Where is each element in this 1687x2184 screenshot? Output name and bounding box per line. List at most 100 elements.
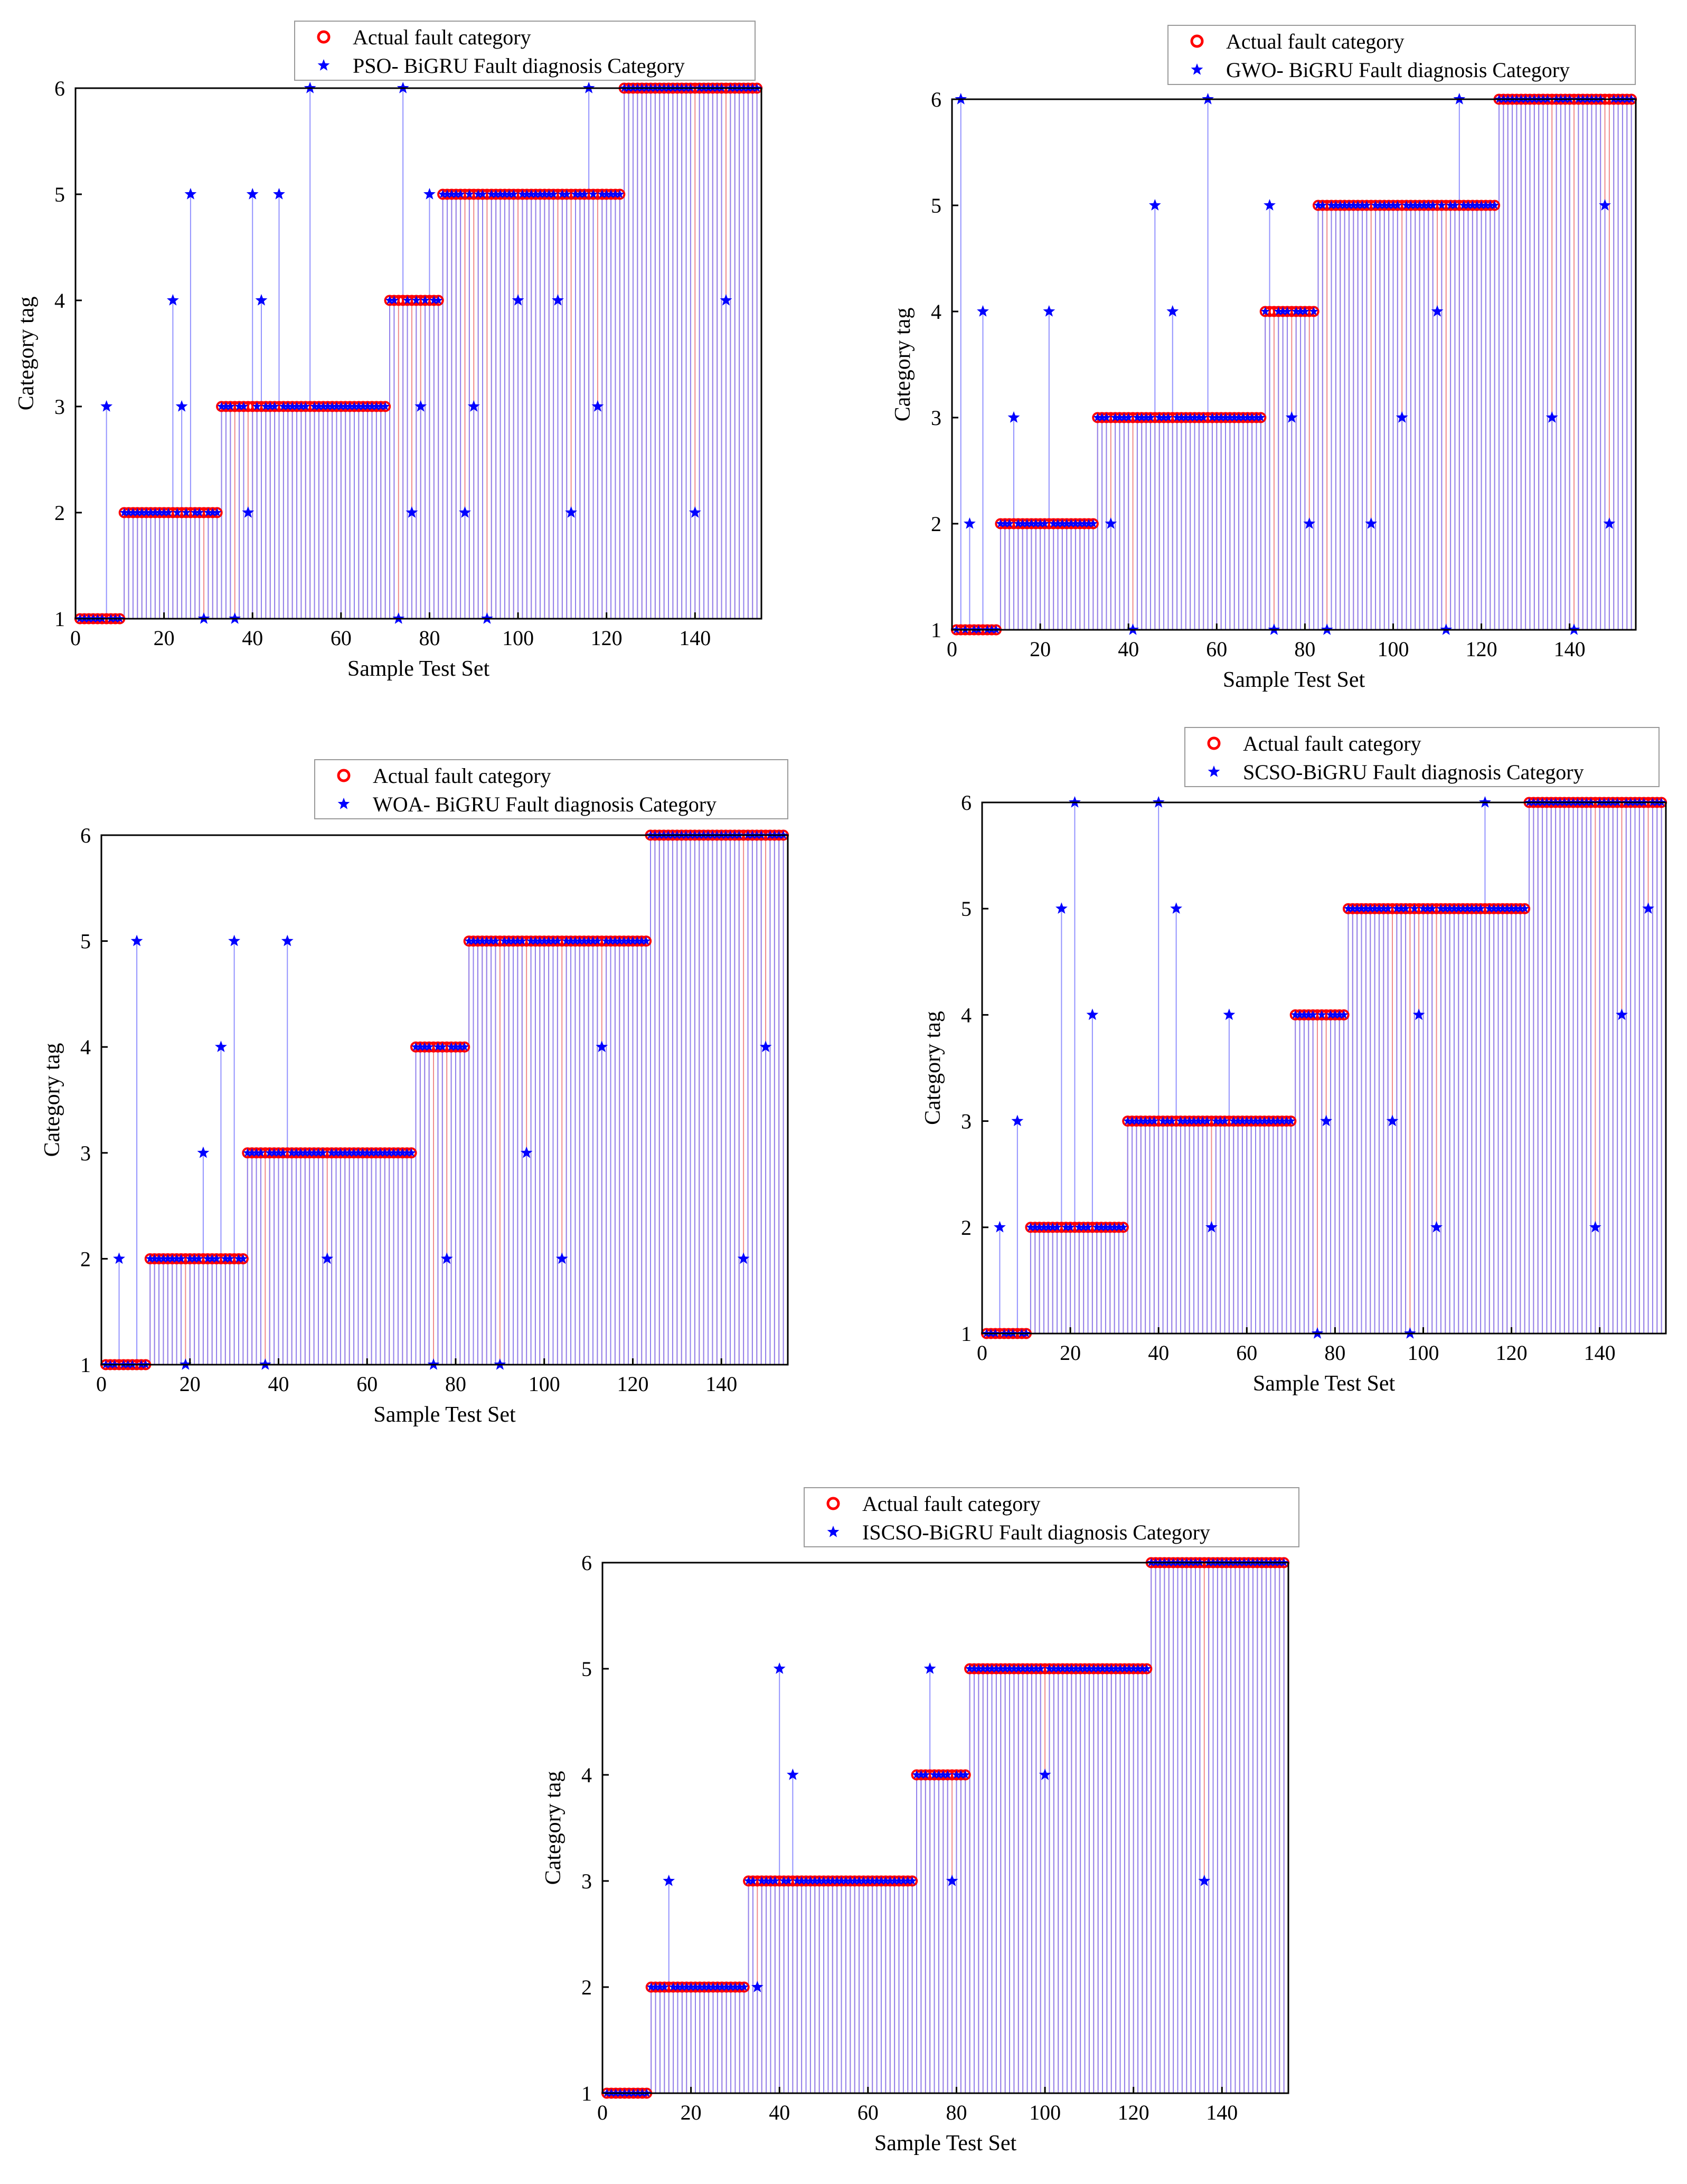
predicted-point — [668, 1982, 678, 1991]
predicted-point-misclassified — [1365, 517, 1378, 529]
predicted-point — [1234, 413, 1243, 422]
predicted-point — [1406, 201, 1416, 210]
predicted-point — [1079, 1222, 1088, 1232]
x-tick-label: 60 — [356, 1372, 378, 1396]
chart-panel-iscso: 0 20 40 60 80 100 120 140 1 2 3 4 5 6 Sample Test Set C… — [541, 1487, 1299, 2155]
x-tick-label: 100 — [502, 626, 534, 650]
predicted-point — [1445, 904, 1455, 913]
predicted-point — [1031, 1664, 1041, 1673]
predicted-point — [610, 190, 620, 198]
plot-frame — [74, 87, 762, 620]
predicted-point — [1299, 1010, 1309, 1019]
predicted-point — [301, 402, 310, 411]
predicted-point-misclassified — [787, 1769, 799, 1780]
predicted-point — [1424, 201, 1433, 210]
predicted-point — [1052, 1222, 1062, 1232]
predicted-point — [1142, 1664, 1152, 1673]
predicted-point — [1419, 201, 1429, 210]
predicted-point-misclassified — [1170, 902, 1182, 914]
predicted-point — [1401, 904, 1410, 913]
predicted-point-misclassified — [1205, 1221, 1218, 1233]
predicted-point — [1277, 1116, 1287, 1125]
predicted-point — [615, 936, 624, 945]
predicted-point — [1331, 201, 1341, 210]
predicted-point-misclassified — [977, 305, 989, 317]
predicted-point — [558, 190, 567, 198]
predicted-point — [655, 1982, 665, 1991]
predicted-point — [363, 402, 372, 411]
predicted-point — [389, 1148, 399, 1157]
predicted-point — [203, 1254, 212, 1263]
predicted-point — [1423, 904, 1432, 913]
predicted-point — [535, 190, 545, 198]
stems-gwo — [960, 99, 1632, 630]
predicted-point — [1485, 201, 1495, 210]
predicted-point — [217, 402, 227, 411]
x-axis-title: Sample Test Set — [1223, 668, 1365, 692]
series-predicted-woa — [101, 830, 788, 1370]
predicted-point — [1286, 1116, 1296, 1125]
predicted-point — [190, 508, 200, 517]
x-axis-title: Sample Test Set — [347, 657, 490, 681]
y-tick-label: 6 — [80, 824, 91, 847]
predicted-point — [1281, 1116, 1291, 1125]
predicted-point-misclassified — [228, 934, 240, 947]
predicted-point — [1352, 904, 1362, 913]
predicted-point — [1163, 413, 1173, 422]
predicted-point-misclassified — [1148, 199, 1161, 211]
predicted-point — [1215, 1116, 1225, 1125]
predicted-point — [1349, 201, 1358, 210]
predicted-point-misclassified — [1007, 411, 1020, 423]
predicted-point — [336, 1148, 345, 1157]
y-axis-title: Category tag — [921, 1011, 945, 1125]
predicted-point — [1071, 1664, 1081, 1673]
predicted-point — [969, 1664, 979, 1673]
predicted-point — [167, 1254, 177, 1263]
predicted-point — [1005, 1664, 1014, 1673]
predicted-point — [1062, 1664, 1072, 1673]
predicted-point — [1317, 1010, 1326, 1019]
predicted-point — [637, 936, 646, 945]
predicted-point — [1119, 413, 1129, 422]
predicted-point-misclassified — [1198, 1875, 1211, 1886]
predicted-point-misclassified — [167, 294, 179, 306]
predicted-point — [1348, 904, 1358, 913]
predicted-point — [1132, 1116, 1141, 1125]
predicted-point — [420, 296, 430, 305]
predicted-point — [292, 402, 301, 411]
predicted-point — [1127, 1116, 1137, 1125]
predicted-point — [1085, 1664, 1094, 1673]
predicted-point — [1343, 904, 1353, 913]
legend-predicted-marker-icon — [1208, 765, 1220, 777]
predicted-point — [606, 936, 616, 945]
predicted-point — [332, 402, 341, 411]
predicted-point — [128, 508, 138, 517]
predicted-point — [1217, 413, 1226, 422]
x-tick-label: 0 — [977, 1341, 987, 1365]
predicted-point — [340, 1148, 350, 1157]
predicted-point — [345, 1148, 354, 1157]
predicted-point — [1026, 519, 1036, 528]
predicted-point-misclassified — [246, 188, 259, 200]
predicted-point — [1335, 1010, 1344, 1019]
predicted-point — [278, 1148, 288, 1157]
predicted-point — [1129, 1664, 1138, 1673]
chart-panel-gwo: 0 20 40 60 80 100 120 140 1 2 3 4 5 6 Sample Test Set C… — [891, 25, 1637, 692]
x-tick-label: 100 — [529, 1372, 560, 1396]
predicted-point — [540, 190, 549, 198]
y-tick-label: 2 — [931, 512, 941, 536]
x-tick-label: 0 — [947, 637, 957, 661]
predicted-point — [1067, 1664, 1076, 1673]
predicted-point — [1330, 1010, 1340, 1019]
chart-panel-woa: 0 20 40 60 80 100 120 140 1 2 3 4 5 6 Sample Test Set C… — [40, 759, 789, 1427]
predicted-point — [1358, 201, 1367, 210]
y-tick-label: 4 — [581, 1763, 592, 1787]
predicted-point — [544, 190, 554, 198]
predicted-point — [815, 1876, 824, 1885]
predicted-point — [651, 1982, 661, 1991]
predicted-point — [1123, 1116, 1133, 1125]
stems-iscso — [651, 1563, 1285, 2093]
predicted-point — [1292, 307, 1301, 316]
predicted-point — [1357, 904, 1366, 913]
x-tick-label: 140 — [1584, 1341, 1616, 1365]
